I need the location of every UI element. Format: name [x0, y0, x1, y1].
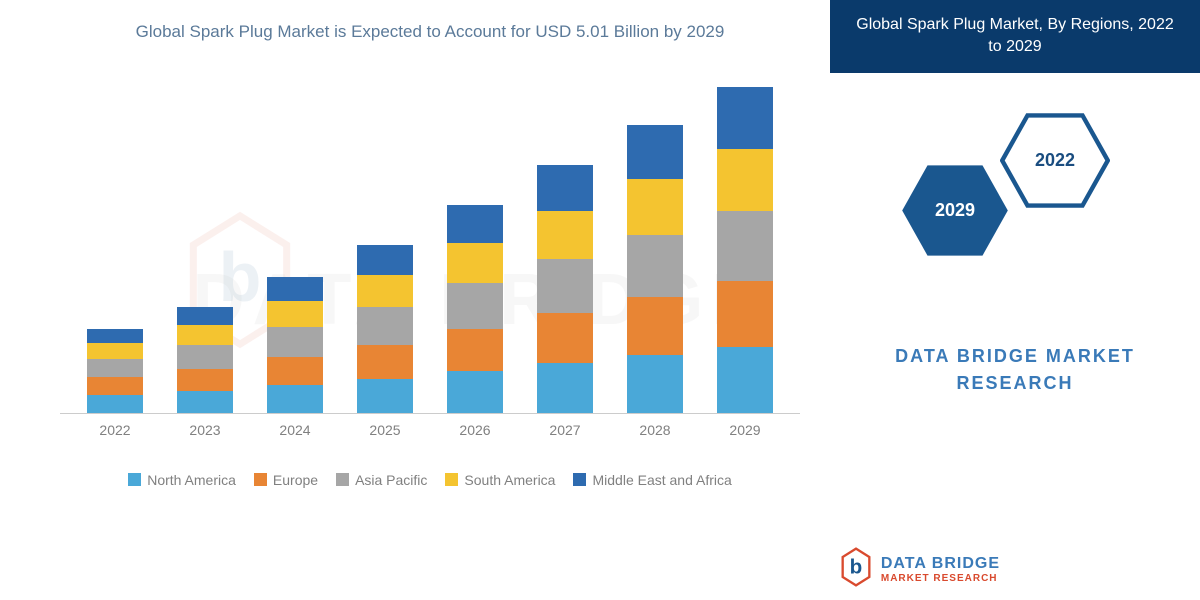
x-axis-label: 2026	[435, 422, 515, 438]
chart-legend: North America Europe Asia Pacific South Ame…	[60, 472, 800, 488]
stacked-bar	[177, 307, 233, 413]
bar-group	[705, 87, 785, 413]
bar-segment	[717, 347, 773, 413]
bar-segment	[87, 329, 143, 343]
bar-segment	[717, 87, 773, 149]
bar-group	[615, 125, 695, 413]
hexagon-badge: 2029	[900, 163, 1010, 258]
bar-group	[165, 307, 245, 413]
bar-segment	[267, 277, 323, 301]
bar-segment	[267, 357, 323, 385]
stacked-bar	[447, 205, 503, 413]
bars-container	[60, 74, 800, 414]
bar-segment	[537, 165, 593, 211]
legend-item: Asia Pacific	[336, 472, 427, 488]
bar-group	[525, 165, 605, 413]
bar-segment	[267, 385, 323, 413]
x-axis-label: 2028	[615, 422, 695, 438]
x-axis-labels: 2022 2023 2024 2025 2026 2027 2028 2029	[60, 414, 800, 438]
bar-segment	[357, 345, 413, 379]
bar-segment	[447, 243, 503, 283]
bar-segment	[357, 307, 413, 345]
bar-segment	[537, 211, 593, 259]
bar-segment	[87, 377, 143, 395]
bar-segment	[87, 359, 143, 377]
x-axis-label: 2025	[345, 422, 425, 438]
legend-label: Middle East and Africa	[592, 472, 731, 488]
x-axis-label: 2024	[255, 422, 335, 438]
legend-label: Europe	[273, 472, 318, 488]
legend-label: South America	[464, 472, 555, 488]
brand-text: DATA BRIDGE MARKET RESEARCH	[830, 343, 1200, 397]
legend-label: Asia Pacific	[355, 472, 427, 488]
bar-segment	[267, 301, 323, 327]
legend-swatch	[254, 473, 267, 486]
bar-segment	[177, 369, 233, 391]
bar-segment	[627, 179, 683, 235]
bar-segment	[537, 363, 593, 413]
bar-segment	[267, 327, 323, 357]
bar-segment	[627, 235, 683, 297]
brand-line-2: RESEARCH	[830, 370, 1200, 397]
bar-segment	[447, 371, 503, 413]
stacked-bar	[717, 87, 773, 413]
bar-group	[345, 245, 425, 413]
bar-segment	[717, 281, 773, 347]
chart-title: Global Spark Plug Market is Expected to …	[60, 20, 800, 44]
legend-item: Europe	[254, 472, 318, 488]
brand-line-1: DATA BRIDGE MARKET	[830, 343, 1200, 370]
chart-section: Global Spark Plug Market is Expected to …	[0, 0, 830, 600]
legend-label: North America	[147, 472, 236, 488]
legend-item: North America	[128, 472, 236, 488]
legend-swatch	[573, 473, 586, 486]
legend-swatch	[336, 473, 349, 486]
x-axis-label: 2022	[75, 422, 155, 438]
bar-segment	[627, 297, 683, 355]
right-panel-header: Global Spark Plug Market, By Regions, 20…	[830, 0, 1200, 73]
stacked-bar	[627, 125, 683, 413]
bar-segment	[357, 245, 413, 275]
legend-item: Middle East and Africa	[573, 472, 731, 488]
bar-group	[75, 329, 155, 413]
stacked-bar	[267, 277, 323, 413]
stacked-bar	[537, 165, 593, 413]
bar-segment	[177, 391, 233, 413]
stacked-bar	[357, 245, 413, 413]
bar-segment	[447, 329, 503, 371]
bar-segment	[717, 149, 773, 211]
chart-area: 2022 2023 2024 2025 2026 2027 2028 2029	[60, 74, 800, 454]
bar-segment	[177, 345, 233, 369]
bar-segment	[447, 205, 503, 243]
hexagon-badge: 2022	[1000, 113, 1110, 208]
bar-segment	[627, 125, 683, 179]
legend-swatch	[445, 473, 458, 486]
bar-segment	[87, 395, 143, 413]
x-axis-label: 2029	[705, 422, 785, 438]
stacked-bar	[87, 329, 143, 413]
bar-segment	[177, 325, 233, 345]
bar-segment	[177, 307, 233, 325]
legend-swatch	[128, 473, 141, 486]
bar-segment	[447, 283, 503, 329]
main-container: Global Spark Plug Market is Expected to …	[0, 0, 1200, 600]
x-axis-label: 2023	[165, 422, 245, 438]
bar-segment	[537, 259, 593, 313]
bar-segment	[357, 275, 413, 307]
bar-segment	[717, 211, 773, 281]
hexagon-group: 20292022	[830, 103, 1200, 303]
bar-segment	[627, 355, 683, 413]
bar-segment	[537, 313, 593, 363]
bar-group	[255, 277, 335, 413]
bar-segment	[87, 343, 143, 359]
legend-item: South America	[445, 472, 555, 488]
x-axis-label: 2027	[525, 422, 605, 438]
bar-group	[435, 205, 515, 413]
bar-segment	[357, 379, 413, 413]
right-panel: Global Spark Plug Market, By Regions, 20…	[830, 0, 1200, 600]
